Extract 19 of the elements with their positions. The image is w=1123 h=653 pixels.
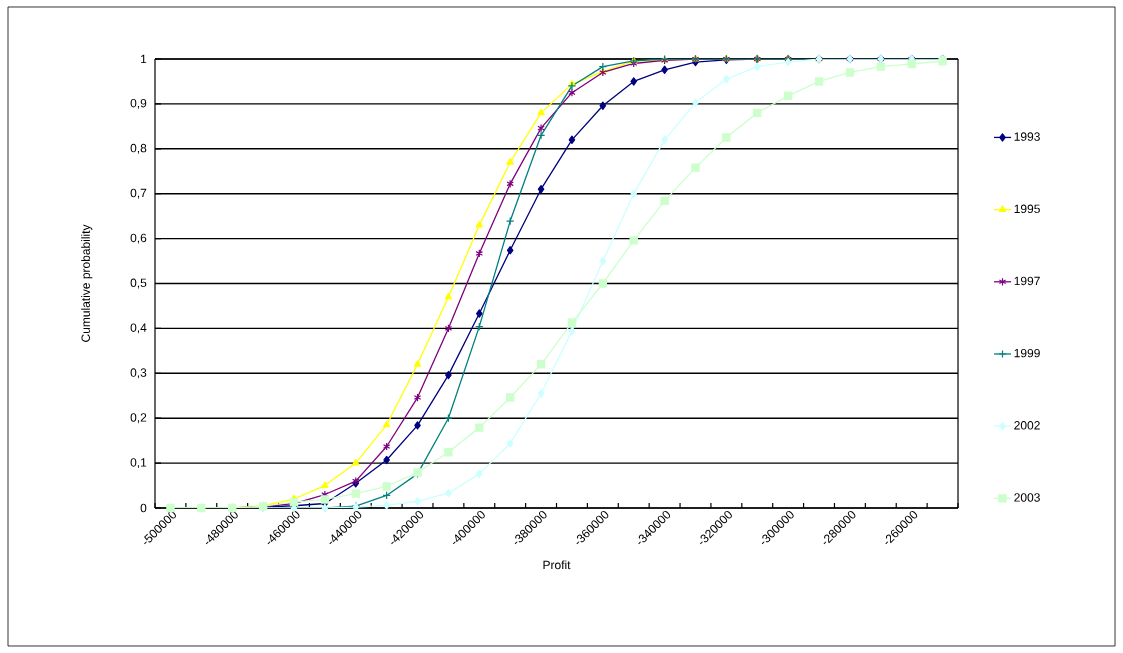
legend-label: 1999 xyxy=(1014,348,1040,358)
y-tick-label: 0 xyxy=(140,503,147,513)
y-tick-label: 0,7 xyxy=(130,188,147,199)
y-tick-label: 1 xyxy=(141,54,147,64)
y-tick-label: 0,6 xyxy=(130,233,147,244)
y-tick-label: 0,1 xyxy=(130,458,147,469)
y-tick-label: 0,5 xyxy=(130,278,147,289)
legend-label: 2003 xyxy=(1014,493,1040,502)
y-tick-label: 0,9 xyxy=(130,98,147,109)
y-tick-label: 0,3 xyxy=(130,368,147,379)
legend-label: 1997 xyxy=(1014,276,1040,286)
y-tick-label: 0,8 xyxy=(130,143,147,154)
legend-label: 1993 xyxy=(1014,132,1040,141)
y-axis-title: Cumulative probability xyxy=(81,224,93,342)
y-tick-label: 0,4 xyxy=(130,323,147,334)
y-tick-label: 0,2 xyxy=(130,413,147,424)
legend-label: 2002 xyxy=(1014,421,1040,430)
x-axis-title: Profit xyxy=(543,560,571,570)
legend-label: 1995 xyxy=(1014,204,1040,214)
